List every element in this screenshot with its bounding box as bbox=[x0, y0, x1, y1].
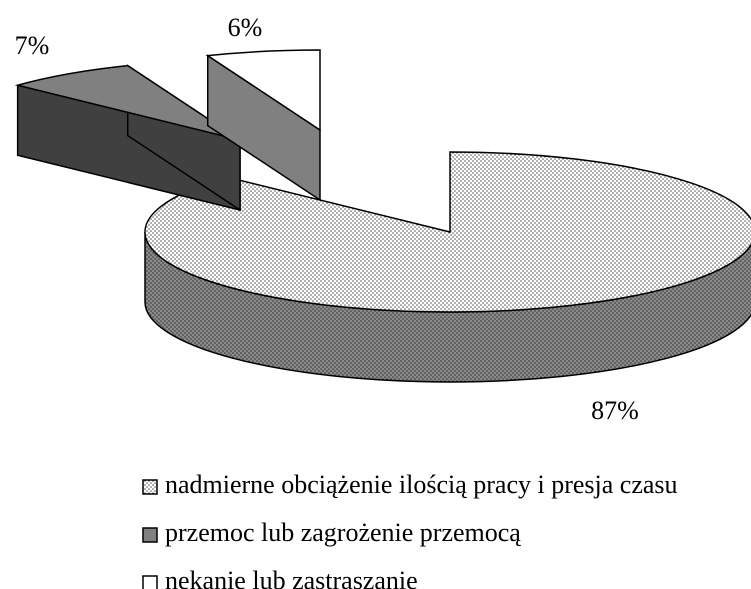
pie-slice bbox=[205, 49, 321, 202]
slice-top bbox=[144, 151, 751, 313]
data-label: 87% bbox=[591, 396, 639, 425]
legend-label: nadmierne obciążenie ilością pracy i pre… bbox=[165, 470, 678, 499]
pie-slice bbox=[144, 151, 751, 383]
legend-swatch bbox=[142, 527, 158, 543]
legend-swatch bbox=[142, 575, 158, 589]
slice-top bbox=[14, 64, 241, 141]
slice-top bbox=[205, 49, 321, 132]
legend-label: przemoc lub zagrożenie przemocą bbox=[165, 518, 521, 547]
pie-slice bbox=[14, 64, 241, 212]
data-label: 7% bbox=[15, 31, 50, 60]
data-label: 6% bbox=[228, 13, 263, 42]
legend-label: nękanie lub zastraszanie bbox=[165, 566, 418, 589]
legend-swatch bbox=[142, 479, 158, 495]
